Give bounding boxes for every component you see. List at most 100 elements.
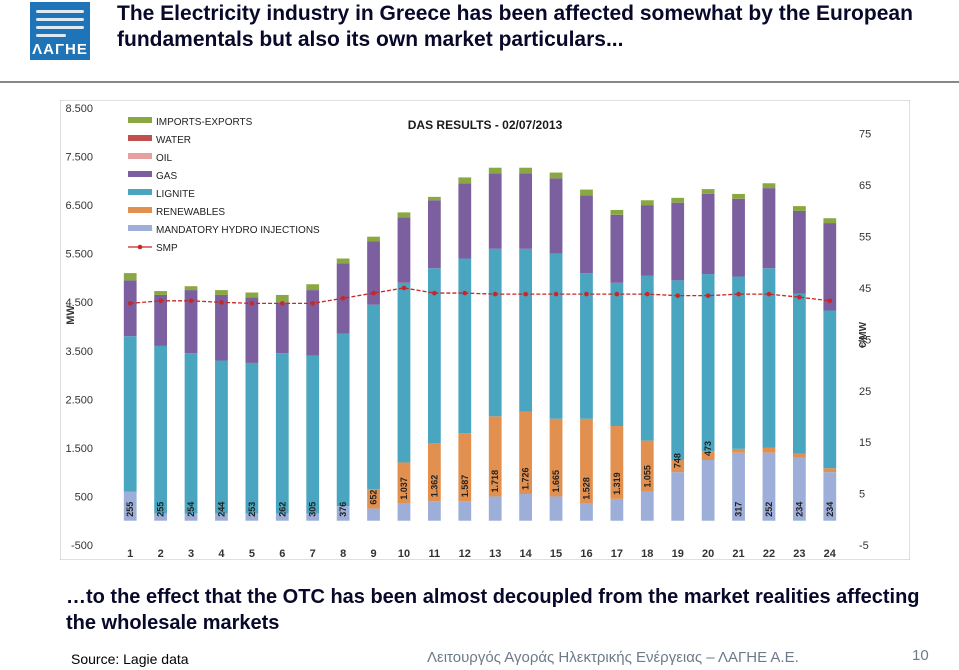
bar-gas-13 (488, 173, 502, 249)
legend-label-oil: OIL (156, 153, 173, 164)
bar-imports-exports-3 (184, 286, 198, 291)
x-tick-label: 16 (580, 548, 592, 560)
bar-lignite-20 (701, 274, 715, 452)
bar-mandatory-hydro-injections-20 (701, 460, 715, 521)
bar-imports-exports-17 (610, 209, 624, 215)
bar-mandatory-hydro-injections-10 (397, 503, 411, 521)
bar-gas-19 (671, 202, 685, 281)
bar-lignite-15 (549, 253, 563, 419)
smp-point-18 (644, 291, 650, 297)
bar-renewables-15 (549, 418, 563, 497)
bar-value-label-19: 748 (673, 453, 683, 468)
bar-lignite-14 (519, 248, 533, 412)
bar-lignite-1 (123, 336, 137, 492)
smp-point-3 (188, 298, 194, 304)
bar-mandatory-hydro-injections-21 (732, 452, 745, 521)
bar-value-label-7: 305 (308, 502, 318, 517)
bar-value-label-16: 1.528 (581, 477, 591, 500)
chart-title: DAS RESULTS - 02/07/2013 (408, 118, 563, 132)
legend-swatch-renewables (128, 207, 152, 213)
legend-swatch-mandatory-hydro-injections (128, 225, 152, 231)
x-tick-label: 3 (188, 548, 194, 560)
bar-lignite-6 (275, 353, 289, 514)
bar-mandatory-hydro-injections-13 (488, 496, 502, 521)
bar-gas-12 (458, 183, 472, 259)
bar-lignite-5 (245, 362, 259, 514)
smp-point-4 (219, 300, 224, 305)
y2-tick-label: 25 (859, 386, 871, 398)
bar-mandatory-hydro-injections-7 (306, 513, 320, 521)
bar-mandatory-hydro-injections-17 (610, 498, 624, 521)
bar-value-label-10: 1.037 (399, 477, 409, 500)
bar-gas-10 (397, 217, 411, 283)
y2-tick-label: 5 (859, 489, 865, 501)
smp-point-24 (827, 298, 833, 304)
bar-gas-24 (823, 223, 837, 311)
x-tick-label: 1 (127, 548, 133, 560)
y2-tick-label: 65 (859, 180, 871, 192)
x-tick-label: 24 (824, 548, 837, 560)
bar-mandatory-hydro-injections-2 (154, 513, 168, 521)
bar-lignite-18 (640, 275, 654, 441)
bar-gas-9 (367, 241, 380, 305)
bar-imports-exports-23 (792, 206, 806, 211)
bar-renewables-16 (580, 418, 593, 504)
y-tick-label: 8.500 (65, 103, 93, 115)
y-tick-label: 5.500 (65, 249, 93, 261)
bar-renewables-21 (732, 448, 745, 453)
bar-lignite-22 (762, 268, 776, 448)
x-tick-label: 2 (158, 548, 164, 560)
bar-mandatory-hydro-injections-11 (427, 501, 441, 521)
page-title: The Electricity industry in Greece has b… (117, 2, 913, 51)
bar-mandatory-hydro-injections-6 (275, 513, 289, 521)
bar-gas-21 (732, 198, 745, 277)
bar-imports-exports-5 (245, 292, 259, 298)
bar-mandatory-hydro-injections-19 (671, 472, 685, 521)
legend-swatch-water (128, 135, 152, 141)
bar-value-label-2: 255 (156, 502, 166, 517)
legend-label-imports-exports: IMPORTS-EXPORTS (156, 117, 253, 128)
bar-gas-1 (123, 280, 137, 337)
bar-mandatory-hydro-injections-23 (792, 457, 806, 521)
bar-gas-14 (519, 173, 533, 249)
bar-renewables-13 (488, 416, 502, 497)
smp-point-6 (279, 301, 285, 306)
bar-renewables-19 (671, 460, 685, 473)
bar-mandatory-hydro-injections-18 (640, 491, 654, 521)
x-tick-label: 18 (641, 548, 653, 560)
bar-imports-exports-1 (123, 273, 137, 281)
bar-value-label-24: 234 (825, 502, 835, 517)
bar-mandatory-hydro-injections-3 (184, 513, 198, 521)
bar-renewables-14 (519, 411, 533, 495)
legend-label-renewables: RENEWABLES (156, 207, 225, 218)
smp-point-12 (462, 290, 468, 296)
bar-lignite-7 (306, 355, 320, 514)
bar-gas-2 (154, 294, 168, 346)
bar-renewables-11 (427, 443, 441, 502)
legend-swatch-gas (128, 171, 152, 177)
smp-point-9 (371, 290, 376, 296)
legend-label-smp: SMP (156, 243, 178, 254)
x-tick-label: 23 (793, 548, 805, 560)
y2-tick-label: 35 (859, 334, 871, 346)
y2-tick-label: 45 (859, 283, 871, 295)
x-tick-label: 19 (672, 548, 684, 560)
bar-imports-exports-2 (154, 291, 168, 295)
bar-value-label-4: 244 (216, 502, 226, 517)
lagie-logo: ΛΑΓΗΕ (30, 2, 90, 60)
bar-imports-exports-10 (397, 212, 411, 218)
bar-value-label-22: 252 (764, 502, 774, 517)
bar-imports-exports-14 (519, 167, 533, 174)
bar-renewables-23 (792, 453, 806, 458)
bar-value-label-1: 255 (125, 502, 135, 517)
bar-imports-exports-6 (275, 294, 289, 303)
bar-imports-exports-20 (701, 189, 715, 194)
smp-point-14 (523, 291, 528, 297)
bar-renewables-12 (458, 433, 472, 502)
bar-renewables-22 (762, 447, 776, 453)
bar-imports-exports-22 (762, 183, 776, 189)
smp-point-16 (584, 291, 589, 297)
smp-point-21 (736, 291, 741, 297)
bar-renewables-9 (367, 489, 380, 509)
bar-imports-exports-7 (306, 284, 320, 291)
